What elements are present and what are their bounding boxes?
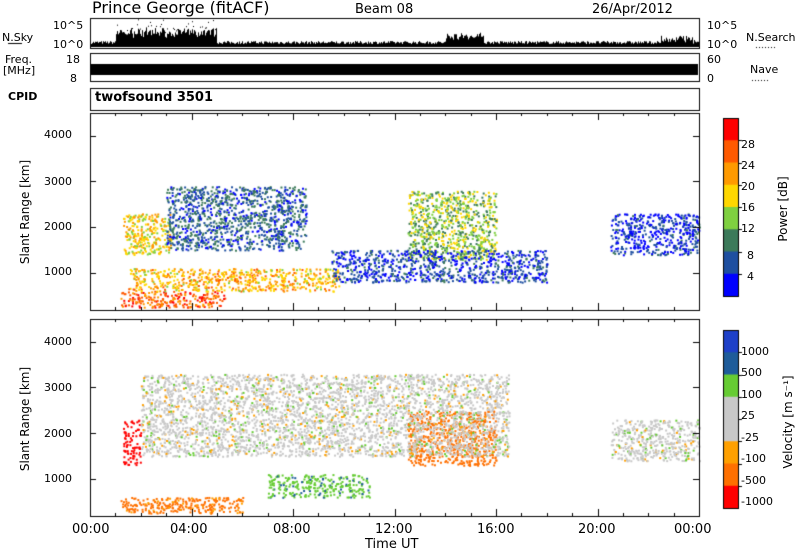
station-title: Prince George (fitACF) xyxy=(92,0,270,17)
velocity-cb-tick-neg25: -25 xyxy=(741,431,759,444)
nave-tick-high: 60 xyxy=(707,53,721,66)
power-cb-tick-4: 4 xyxy=(747,270,754,283)
power-ytick-3000: 3000 xyxy=(44,175,72,188)
freq-tick-high: 18 xyxy=(66,53,80,66)
freq-label-1: Freq. xyxy=(5,53,33,66)
velocity-cb-tick-1000: 1000 xyxy=(741,345,769,358)
power-cb-tick-8: 8 xyxy=(747,249,754,262)
power-ytick-1000: 1000 xyxy=(44,265,72,278)
xtick-04: 04:00 xyxy=(170,522,208,537)
velocity-cb-tick-500: 500 xyxy=(741,366,762,379)
power-cb-tick-20: 20 xyxy=(741,180,755,193)
nsky-tick-low: 10^0 xyxy=(53,38,84,51)
velocity-cb-tick-100: 100 xyxy=(741,388,762,401)
xtick-00: 00:00 xyxy=(72,522,110,537)
nsearch-tick-low: 10^0 xyxy=(707,38,738,51)
xtick-24: 00:00 xyxy=(674,522,712,537)
power-ylabel: Slant Range [km] xyxy=(18,159,32,265)
nsky-label: N.Sky xyxy=(2,31,34,44)
power-cb-tick-12: 12 xyxy=(741,222,755,235)
freq-tick-low: 8 xyxy=(70,72,77,85)
velocity-cb-tick-25: 25 xyxy=(741,409,755,422)
velocity-ytick-1000: 1000 xyxy=(44,472,72,485)
power-cb-tick-16: 16 xyxy=(741,201,755,214)
nsearch-tick-high: 10^5 xyxy=(707,19,738,32)
velocity-colorbar-label: Velocity [m s⁻¹] xyxy=(781,375,795,469)
xtick-16: 16:00 xyxy=(477,522,515,537)
velocity-ylabel: Slant Range [km] xyxy=(18,366,32,472)
nave-label: Nave xyxy=(750,63,779,76)
date-title: 26/Apr/2012 xyxy=(592,2,673,17)
nsky-tick-high: 10^5 xyxy=(53,19,84,32)
power-cb-tick-24: 24 xyxy=(741,159,755,172)
velocity-cb-tick-neg100: -100 xyxy=(741,452,766,465)
freq-label-2: [MHz] xyxy=(3,64,36,77)
nsearch-label: N.Search xyxy=(746,31,796,44)
power-ytick-4000: 4000 xyxy=(44,128,72,141)
power-colorbar-label: Power [dB] xyxy=(776,176,790,242)
power-ytick-2000: 2000 xyxy=(44,220,72,233)
velocity-cb-tick-neg500: -500 xyxy=(741,474,766,487)
velocity-ytick-4000: 4000 xyxy=(44,335,72,348)
nave-tick-low: 0 xyxy=(707,72,714,85)
xtick-12: 12:00 xyxy=(375,522,413,537)
xtick-20: 20:00 xyxy=(578,522,616,537)
velocity-ytick-3000: 3000 xyxy=(44,381,72,394)
xtick-08: 08:00 xyxy=(273,522,311,537)
beam-title: Beam 08 xyxy=(355,2,414,17)
xaxis-label: Time UT xyxy=(365,537,419,552)
cpid-value: twofsound 3501 xyxy=(95,90,214,105)
velocity-cb-tick-neg1000: -1000 xyxy=(741,495,773,508)
power-cb-tick-28: 28 xyxy=(741,138,755,151)
velocity-ytick-2000: 2000 xyxy=(44,427,72,440)
cpid-label: CPID xyxy=(8,90,38,103)
